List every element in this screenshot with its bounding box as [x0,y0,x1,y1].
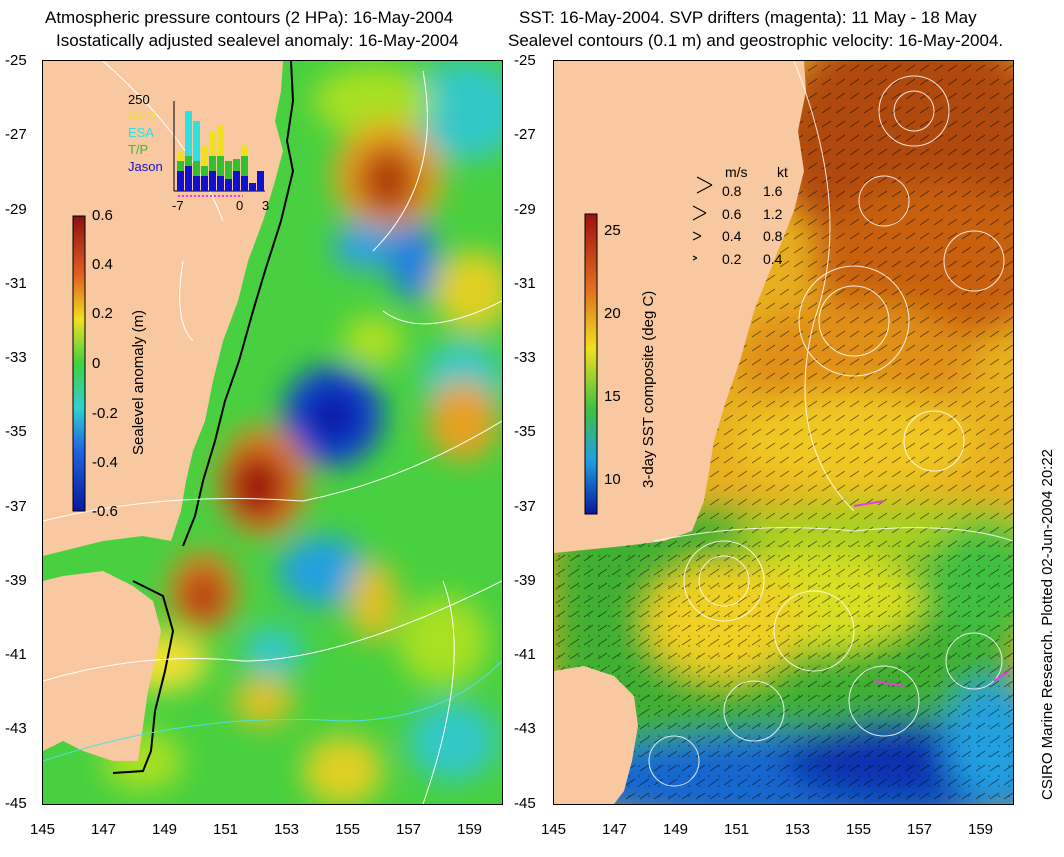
left-lat-tick: -39 [5,572,27,589]
right-title-line1: SST: 16-May-2004. SVP drifters (magenta)… [519,8,977,27]
left-lon-tick: 159 [457,821,483,838]
speed-ms: 0.2 [722,251,742,267]
sst-cb-tick: 25 [604,222,621,239]
speed-kt: 0.8 [763,228,783,244]
left-map-frame [42,60,503,805]
left-lon-tick: 151 [213,821,239,838]
speed-kt: 1.2 [763,206,783,222]
left-lon-tick: 145 [30,821,56,838]
left-lon-tick: 157 [396,821,422,838]
speed-kt: 0.4 [763,251,783,267]
histogram-xtick: -7 [172,198,184,213]
sst-colorbar [584,213,598,515]
right-lat-tick: -27 [514,126,536,143]
right-lat-tick: -35 [514,423,536,440]
left-lat-tick: -31 [5,275,27,292]
right-lat-tick: -39 [514,572,536,589]
legend-jason: Jason [128,159,163,174]
left-lat-tick: -45 [5,795,27,812]
sealevel-colorbar [72,215,86,512]
altimeter-histogram [173,101,265,197]
right-lat-tick: -25 [514,52,536,69]
ssh-cb-tick: 0.6 [92,207,113,224]
ssh-cb-tick: -0.6 [92,503,118,520]
sst-map [554,61,1013,804]
right-lon-tick: 149 [663,821,689,838]
left-lon-tick: 155 [335,821,361,838]
ssh-cb-tick: 0 [92,355,101,372]
histogram-ymax: 250 [128,92,150,107]
left-lat-tick: -43 [5,720,27,737]
right-lon-tick: 145 [541,821,567,838]
left-lat-tick: -37 [5,498,27,515]
histogram-xtick: 0 [236,198,244,213]
right-lat-tick: -37 [514,498,536,515]
speed-ms: 0.8 [722,183,742,199]
right-title-line2: Sealevel contours (0.1 m) and geostrophi… [508,31,1004,50]
right-lat-tick: -41 [514,646,536,663]
right-lon-tick: 147 [602,821,628,838]
legend-tp: T/P [128,142,149,157]
ssh-cb-tick: -0.2 [92,405,118,422]
left-title-line1: Atmospheric pressure contours (2 HPa): 1… [45,8,454,27]
left-title-line2: Isostatically adjusted sealevel anomaly:… [56,31,459,50]
right-lon-tick: 159 [968,821,994,838]
speed-header-ms: m/s [725,164,748,180]
sealevel-anomaly-plot [43,61,502,804]
ssh-cb-tick: 0.2 [92,305,113,322]
left-lat-tick: -33 [5,349,27,366]
ssh-cb-tick: -0.4 [92,454,118,471]
right-lat-tick: -31 [514,275,536,292]
ssh-cb-tick: 0.4 [92,256,113,273]
histogram-xtick: 3 [262,198,270,213]
left-lat-tick: -41 [5,646,27,663]
legend-esa: ESA [128,125,155,140]
speed-kt: 1.6 [763,183,783,199]
sealevel-anomaly-map [43,61,502,804]
right-lon-tick: 155 [846,821,872,838]
left-lat-tick: -35 [5,423,27,440]
left-lat-tick: -27 [5,126,27,143]
left-lon-tick: 147 [91,821,117,838]
speed-ms: 0.4 [722,228,742,244]
legend-gfo: GFO [128,108,157,123]
right-lon-tick: 151 [724,821,750,838]
speed-legend-arrows [692,176,713,261]
sst-plot [554,61,1013,804]
credit-label: CSIRO Marine Research. Plotted 02-Jun-20… [1039,448,1056,800]
left-lat-tick: -25 [5,52,27,69]
sst-cb-tick: 15 [604,388,621,405]
speed-header-kt: kt [777,164,788,180]
right-lat-tick: -45 [514,795,536,812]
right-lat-tick: -33 [514,349,536,366]
right-lat-tick: -43 [514,720,536,737]
sst-cb-tick: 20 [604,305,621,322]
right-lat-tick: -29 [514,201,536,218]
right-map-frame [553,60,1014,805]
sst-cb-tick: 10 [604,471,621,488]
left-lat-tick: -29 [5,201,27,218]
right-lon-tick: 153 [785,821,811,838]
right-lon-tick: 157 [907,821,933,838]
left-lon-tick: 153 [274,821,300,838]
speed-ms: 0.6 [722,206,742,222]
left-lon-tick: 149 [152,821,178,838]
